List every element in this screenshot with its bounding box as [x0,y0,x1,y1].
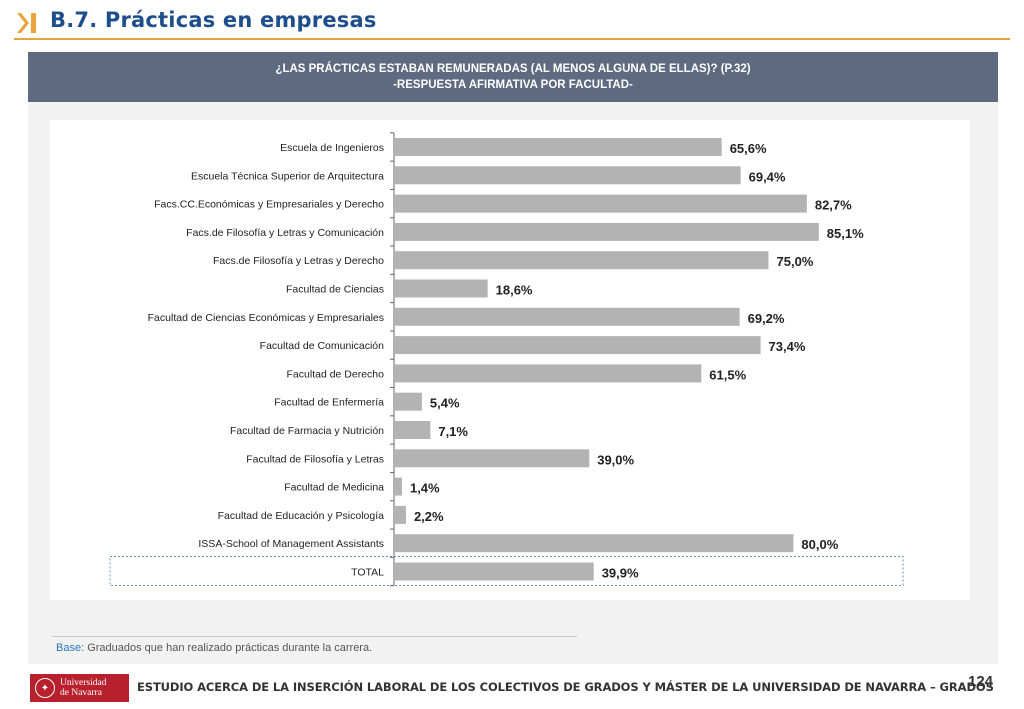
category-label: Facultad de Educación y Psicología [218,510,385,522]
data-label: 18,6% [496,283,533,298]
page-title: B.7. Prácticas en empresas [50,8,377,32]
bar [395,421,431,439]
bar [395,477,402,496]
chart-plot-area: Escuela de Ingenieros 65,6% Escuela Técnic… [50,120,970,600]
base-label: Base: [56,642,85,654]
category-label: Facultad de Ciencias [286,284,384,296]
chevron-bar-icon [17,13,36,33]
base-divider [52,636,577,637]
data-label: 65,6% [730,141,767,156]
bar-chart: Escuela de Ingenieros 65,6% Escuela Técnic… [109,132,904,587]
data-label: 39,9% [602,566,639,581]
data-label: 5,4% [430,396,460,411]
bar [395,505,406,524]
question-title: ¿LAS PRÁCTICAS ESTABAN REMUNERADAS (AL M… [275,63,751,75]
bar [395,307,740,326]
data-label: 82,7% [815,198,852,213]
bar [395,279,488,298]
category-label: Facs.de Filosofía y Letras y Derecho [213,255,384,267]
bar [395,562,594,581]
bar [395,251,769,270]
category-label: ISSA-School of Management Assistants [198,538,384,550]
base-text: Graduados que han realizado prácticas du… [84,642,373,654]
data-label: 69,4% [749,169,786,184]
data-label: 39,0% [597,452,634,467]
data-label: 69,2% [748,311,785,326]
data-label: 2,2% [414,509,444,524]
category-label: Facs.de Filosofía y Letras y Comunicació… [186,227,384,239]
bar [395,364,702,383]
category-label: Facultad de Derecho [287,368,385,380]
data-label: 80,0% [801,537,838,552]
bar [395,392,422,411]
total-highlight-box [109,556,904,586]
category-label: Escuela Técnica Superior de Arquitectura [191,170,384,182]
data-label: 73,4% [769,339,806,354]
bar [395,449,590,468]
category-label: Facultad de Filosofía y Letras [246,453,384,465]
category-label: Facs.CC.Económicas y Empresariales y Der… [154,199,384,211]
study-title: ESTUDIO ACERCA DE LA INSERCIÓN LABORAL D… [137,680,994,694]
bar [395,166,741,185]
category-label: Facultad de Farmacia y Nutrición [230,425,384,437]
category-label: Facultad de Comunicación [260,340,384,352]
data-label: 85,1% [827,226,864,241]
category-label: Facultad de Enfermería [274,397,384,409]
category-label: Escuela de Ingenieros [280,142,384,154]
category-label: Facultad de Ciencias Económicas y Empres… [148,312,384,324]
seal-icon: ✦ [35,678,55,698]
bar [395,222,819,241]
bar [395,336,761,355]
question-banner: ¿LAS PRÁCTICAS ESTABAN REMUNERADAS (AL M… [28,52,998,102]
data-label: 7,1% [438,424,468,439]
category-label: TOTAL [351,567,384,579]
page-number: 124 [968,673,994,690]
header-divider [14,38,1010,40]
bar [395,194,807,213]
university-name: Universidad de Navarra [60,678,107,698]
data-label: 75,0% [777,254,814,269]
base-note: Base: Graduados que han realizado prácti… [56,642,372,654]
data-label: 61,5% [709,367,746,382]
question-subtitle: -RESPUESTA AFIRMATIVA POR FACULTAD- [393,79,633,91]
bar [395,534,794,553]
university-logo: ✦ Universidad de Navarra [30,674,129,702]
bar [395,138,722,156]
data-label: 1,4% [410,481,440,496]
category-label: Facultad de Medicina [284,482,384,494]
